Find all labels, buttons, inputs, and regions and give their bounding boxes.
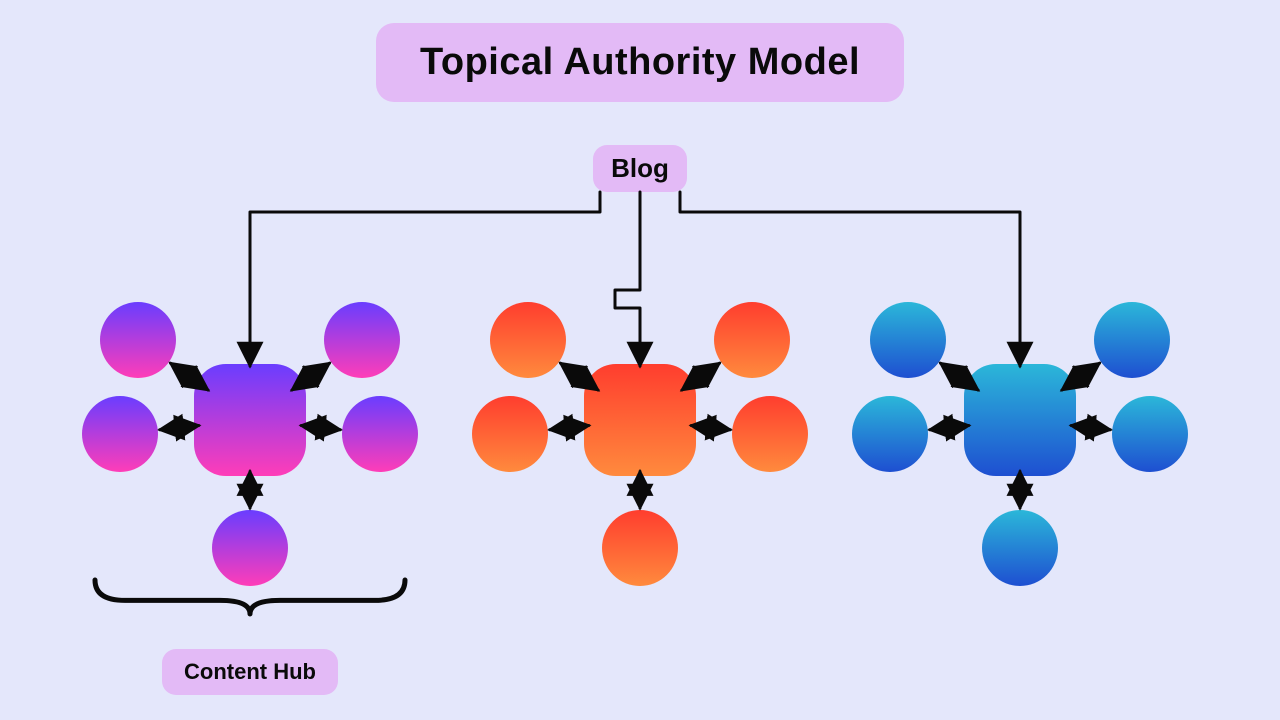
satellite-node-blue-mid_left [852,396,928,472]
hub-node-blue [964,364,1076,476]
hub-node-orange [584,364,696,476]
content-hub-brace [95,580,405,614]
satellite-node-purple-top_left [100,302,176,378]
satellite-node-orange-mid_left [472,396,548,472]
diagram-svg [0,0,1280,720]
content-hub-pill: Content Hub [162,649,338,695]
satellite-node-blue-top_left [870,302,946,378]
satellite-node-orange-top_right [714,302,790,378]
satellite-node-blue-mid_right [1112,396,1188,472]
hub-node-purple [194,364,306,476]
satellite-node-blue-top_right [1094,302,1170,378]
title-pill: Topical Authority Model [376,23,904,102]
satellite-node-purple-mid_left [82,396,158,472]
diagram-canvas: Topical Authority Model Blog Content Hub [0,0,1280,720]
satellite-node-orange-mid_right [732,396,808,472]
satellite-node-blue-bottom [982,510,1058,586]
satellite-node-orange-bottom [602,510,678,586]
blog-pill: Blog [593,145,687,192]
satellite-node-purple-mid_right [342,396,418,472]
satellite-node-purple-top_right [324,302,400,378]
satellite-node-purple-bottom [212,510,288,586]
satellite-node-orange-top_left [490,302,566,378]
